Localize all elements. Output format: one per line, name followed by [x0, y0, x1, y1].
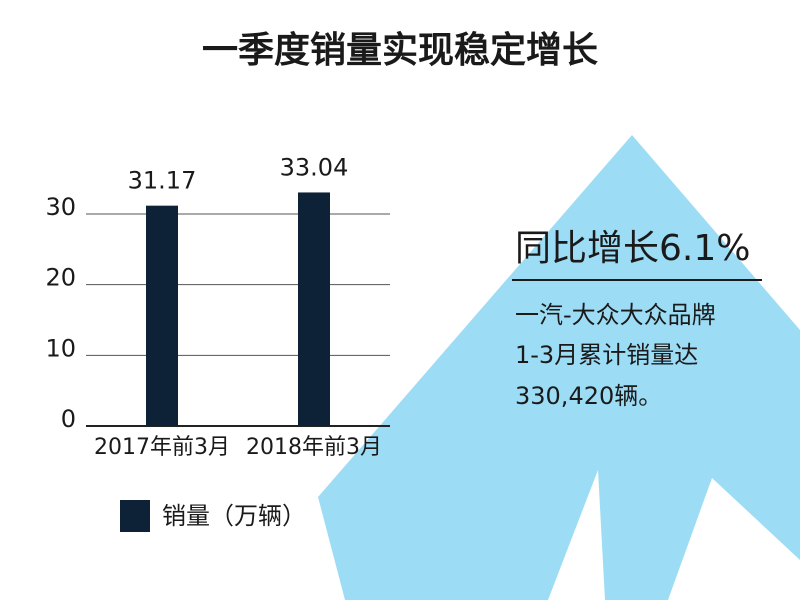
bar — [298, 192, 330, 426]
y-tick-label: 30 — [45, 193, 76, 221]
y-tick-label: 0 — [61, 405, 76, 433]
bar — [146, 205, 178, 426]
chart-title: 一季度销量实现稳定增长 — [202, 30, 598, 71]
x-tick-label: 2018年前3月 — [246, 435, 382, 460]
y-tick-label: 20 — [45, 264, 76, 292]
annotation-text: 330,420辆。 — [515, 382, 662, 410]
legend-label: 销量（万辆） — [162, 502, 306, 530]
x-tick-label: 2017年前3月 — [94, 435, 230, 460]
value-label: 33.04 — [280, 153, 349, 181]
annotation-headline: 同比增长6.1% — [515, 228, 750, 269]
y-tick-label: 10 — [45, 334, 76, 362]
value-label: 31.17 — [128, 167, 197, 195]
legend-swatch — [120, 500, 150, 532]
annotation-text: 一汽-大众大众品牌 — [515, 301, 716, 329]
background-arrow — [318, 135, 800, 600]
annotation-text: 1-3月累计销量达 — [515, 341, 698, 369]
